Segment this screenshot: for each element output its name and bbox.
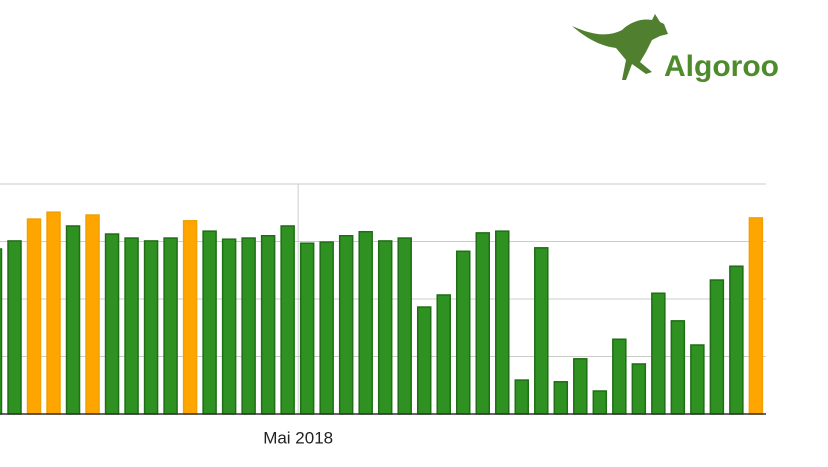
bar <box>729 265 744 415</box>
bar <box>221 238 237 415</box>
x-tick-label: Mai 2018 <box>263 428 333 447</box>
bar <box>124 237 139 415</box>
bar <box>553 381 569 415</box>
bar <box>436 294 451 415</box>
bar <box>260 235 276 415</box>
bar <box>85 214 100 415</box>
bar <box>163 237 178 415</box>
bar <box>455 250 471 415</box>
bar <box>573 358 588 415</box>
bar <box>748 217 764 415</box>
bar <box>651 292 666 415</box>
bar <box>534 247 549 415</box>
bar <box>612 338 627 415</box>
bar <box>475 232 490 415</box>
bar <box>26 218 42 415</box>
bar <box>46 211 61 415</box>
bar <box>299 242 315 415</box>
bar <box>319 241 334 415</box>
bar <box>416 306 432 415</box>
bar <box>202 230 217 415</box>
logo-text: Algoroo <box>664 50 779 83</box>
bar <box>514 379 530 415</box>
bar <box>495 230 510 415</box>
bar <box>631 363 647 415</box>
bar <box>280 225 295 415</box>
bar <box>241 237 256 415</box>
bar <box>397 237 412 415</box>
bar <box>104 233 120 415</box>
bar <box>358 230 373 415</box>
bar <box>377 240 393 415</box>
bar <box>7 240 22 415</box>
bar <box>0 248 3 415</box>
bar <box>65 225 81 415</box>
logo: Algoroo <box>572 14 779 83</box>
bar <box>592 390 608 415</box>
bar <box>338 235 354 415</box>
bar <box>143 240 159 415</box>
logo-kangaroo <box>572 14 668 80</box>
bar <box>690 344 705 415</box>
bar <box>670 320 686 415</box>
bar <box>182 220 198 415</box>
bar <box>709 279 725 415</box>
